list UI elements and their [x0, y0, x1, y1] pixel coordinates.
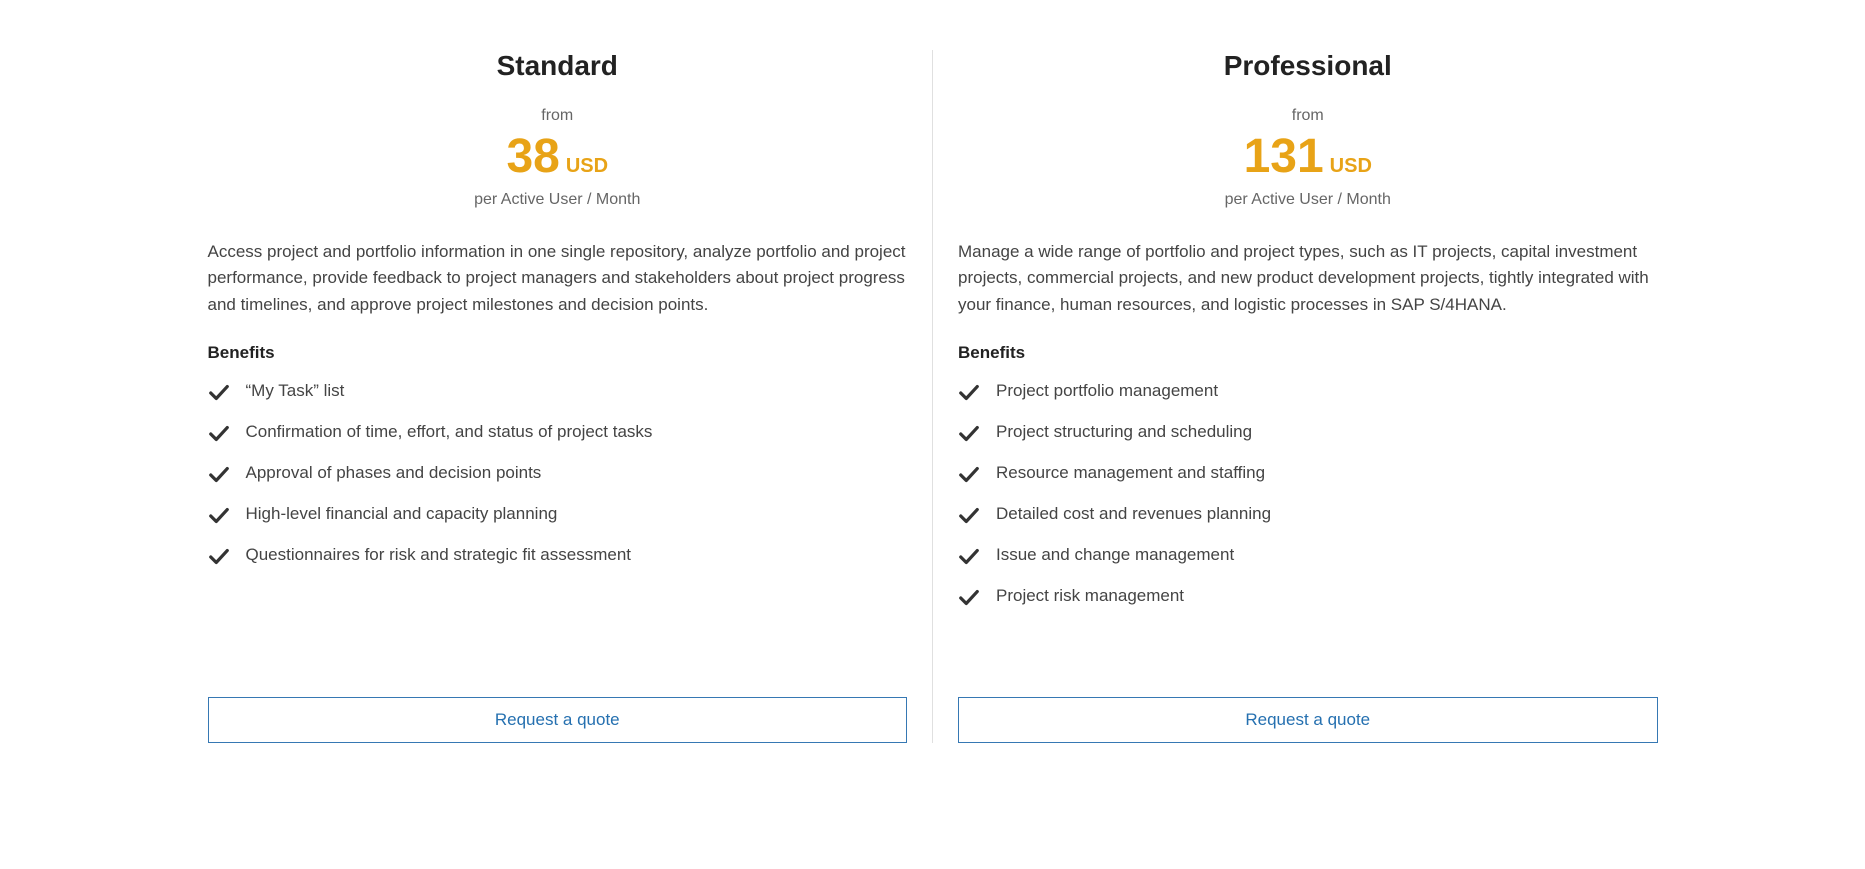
benefits-label: Benefits: [208, 343, 908, 363]
benefit-text: Confirmation of time, effort, and status…: [246, 422, 653, 442]
benefit-text: Resource management and staffing: [996, 463, 1265, 483]
benefit-text: Project portfolio management: [996, 381, 1218, 401]
pricing-container: Standard from 38 USD per Active User / M…: [183, 50, 1683, 743]
benefit-text: Issue and change management: [996, 545, 1234, 565]
plan-currency: USD: [566, 155, 608, 178]
plan-price: 38: [506, 133, 559, 181]
benefit-item: Project structuring and scheduling: [958, 422, 1658, 445]
benefit-item: Questionnaires for risk and strategic fi…: [208, 545, 908, 568]
plan-from-label: from: [208, 107, 908, 125]
benefit-item: Project portfolio management: [958, 381, 1658, 404]
check-icon: [208, 546, 230, 568]
plan-description: Access project and portfolio information…: [208, 239, 908, 318]
plan-header: Standard from 38 USD per Active User / M…: [208, 50, 908, 209]
benefits-list: “My Task” list Confirmation of time, eff…: [208, 381, 908, 586]
plan-price: 131: [1244, 133, 1324, 181]
request-quote-button[interactable]: Request a quote: [958, 697, 1658, 743]
plan-title: Professional: [958, 50, 1658, 82]
benefit-item: Issue and change management: [958, 545, 1658, 568]
benefit-item: Confirmation of time, effort, and status…: [208, 422, 908, 445]
benefit-item: Project risk management: [958, 586, 1658, 609]
benefit-item: High-level financial and capacity planni…: [208, 504, 908, 527]
benefit-item: Resource management and staffing: [958, 463, 1658, 486]
plan-from-label: from: [958, 107, 1658, 125]
benefit-text: Project structuring and scheduling: [996, 422, 1252, 442]
request-quote-button[interactable]: Request a quote: [208, 697, 908, 743]
plan-period: per Active User / Month: [958, 191, 1658, 209]
check-icon: [208, 423, 230, 445]
check-icon: [958, 546, 980, 568]
plan-standard: Standard from 38 USD per Active User / M…: [183, 50, 934, 743]
check-icon: [208, 505, 230, 527]
benefit-text: “My Task” list: [246, 381, 345, 401]
check-icon: [958, 382, 980, 404]
plan-currency: USD: [1330, 155, 1372, 178]
check-icon: [958, 464, 980, 486]
benefit-item: “My Task” list: [208, 381, 908, 404]
check-icon: [958, 423, 980, 445]
benefit-text: Detailed cost and revenues planning: [996, 504, 1271, 524]
plan-header: Professional from 131 USD per Active Use…: [958, 50, 1658, 209]
check-icon: [958, 587, 980, 609]
benefit-text: High-level financial and capacity planni…: [246, 504, 558, 524]
plan-footer: Request a quote: [208, 657, 908, 743]
check-icon: [208, 382, 230, 404]
benefit-item: Detailed cost and revenues planning: [958, 504, 1658, 527]
benefit-item: Approval of phases and decision points: [208, 463, 908, 486]
check-icon: [958, 505, 980, 527]
benefit-text: Approval of phases and decision points: [246, 463, 542, 483]
plan-title: Standard: [208, 50, 908, 82]
plan-period: per Active User / Month: [208, 191, 908, 209]
check-icon: [208, 464, 230, 486]
plan-price-row: 131 USD: [958, 133, 1658, 181]
plan-footer: Request a quote: [958, 657, 1658, 743]
plan-professional: Professional from 131 USD per Active Use…: [933, 50, 1683, 743]
benefit-text: Project risk management: [996, 586, 1184, 606]
benefit-text: Questionnaires for risk and strategic fi…: [246, 545, 632, 565]
plan-description: Manage a wide range of portfolio and pro…: [958, 239, 1658, 318]
benefits-label: Benefits: [958, 343, 1658, 363]
benefits-list: Project portfolio management Project str…: [958, 381, 1658, 627]
plan-price-row: 38 USD: [208, 133, 908, 181]
